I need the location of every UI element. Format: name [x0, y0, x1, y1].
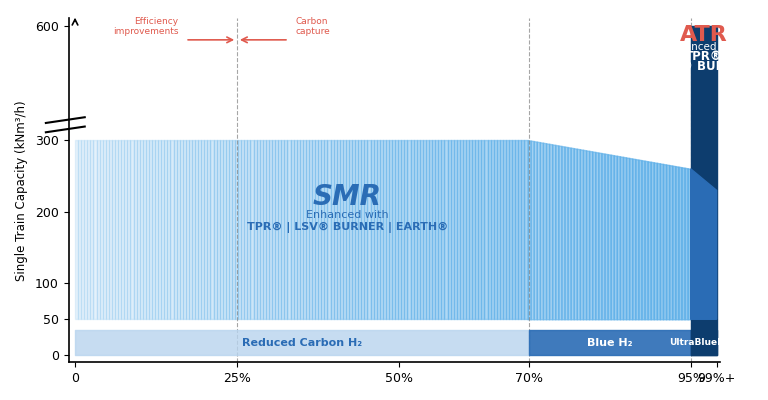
Text: ATR: ATR — [680, 25, 727, 45]
Text: UltraBlueH₂™: UltraBlueH₂™ — [669, 338, 738, 347]
Text: Reduced Carbon H₂: Reduced Carbon H₂ — [242, 338, 362, 348]
Text: TPR®: TPR® — [685, 50, 723, 63]
Polygon shape — [690, 169, 717, 319]
Text: SMR: SMR — [313, 184, 382, 212]
Text: Carbon
capture: Carbon capture — [296, 17, 330, 36]
Text: Blue H₂: Blue H₂ — [587, 338, 632, 348]
Text: TPR® | LSV® BURNER | EARTH®: TPR® | LSV® BURNER | EARTH® — [247, 222, 448, 233]
Y-axis label: Single Train Capacity (kNm³/h): Single Train Capacity (kNm³/h) — [15, 100, 28, 281]
Polygon shape — [690, 26, 717, 355]
Text: LSV® BURNER: LSV® BURNER — [656, 60, 752, 73]
Text: Enhanced with: Enhanced with — [306, 210, 389, 220]
Text: Efficiency
improvements: Efficiency improvements — [113, 17, 179, 36]
Text: Enhanced with: Enhanced with — [665, 42, 742, 52]
